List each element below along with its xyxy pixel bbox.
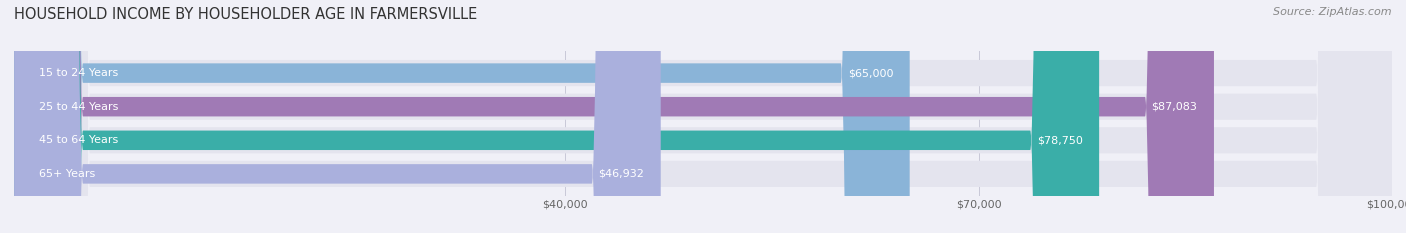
Text: 45 to 64 Years: 45 to 64 Years (39, 135, 118, 145)
Text: 25 to 44 Years: 25 to 44 Years (39, 102, 118, 112)
FancyBboxPatch shape (14, 0, 1392, 233)
Text: $78,750: $78,750 (1036, 135, 1083, 145)
Text: 15 to 24 Years: 15 to 24 Years (39, 68, 118, 78)
Text: $46,932: $46,932 (599, 169, 644, 179)
Text: 65+ Years: 65+ Years (39, 169, 96, 179)
Text: HOUSEHOLD INCOME BY HOUSEHOLDER AGE IN FARMERSVILLE: HOUSEHOLD INCOME BY HOUSEHOLDER AGE IN F… (14, 7, 477, 22)
FancyBboxPatch shape (14, 0, 910, 233)
Text: $87,083: $87,083 (1152, 102, 1198, 112)
FancyBboxPatch shape (14, 0, 1099, 233)
FancyBboxPatch shape (14, 0, 1392, 233)
FancyBboxPatch shape (14, 0, 1392, 233)
FancyBboxPatch shape (14, 0, 1392, 233)
FancyBboxPatch shape (14, 0, 661, 233)
FancyBboxPatch shape (14, 0, 1213, 233)
Text: $65,000: $65,000 (848, 68, 893, 78)
Text: Source: ZipAtlas.com: Source: ZipAtlas.com (1274, 7, 1392, 17)
